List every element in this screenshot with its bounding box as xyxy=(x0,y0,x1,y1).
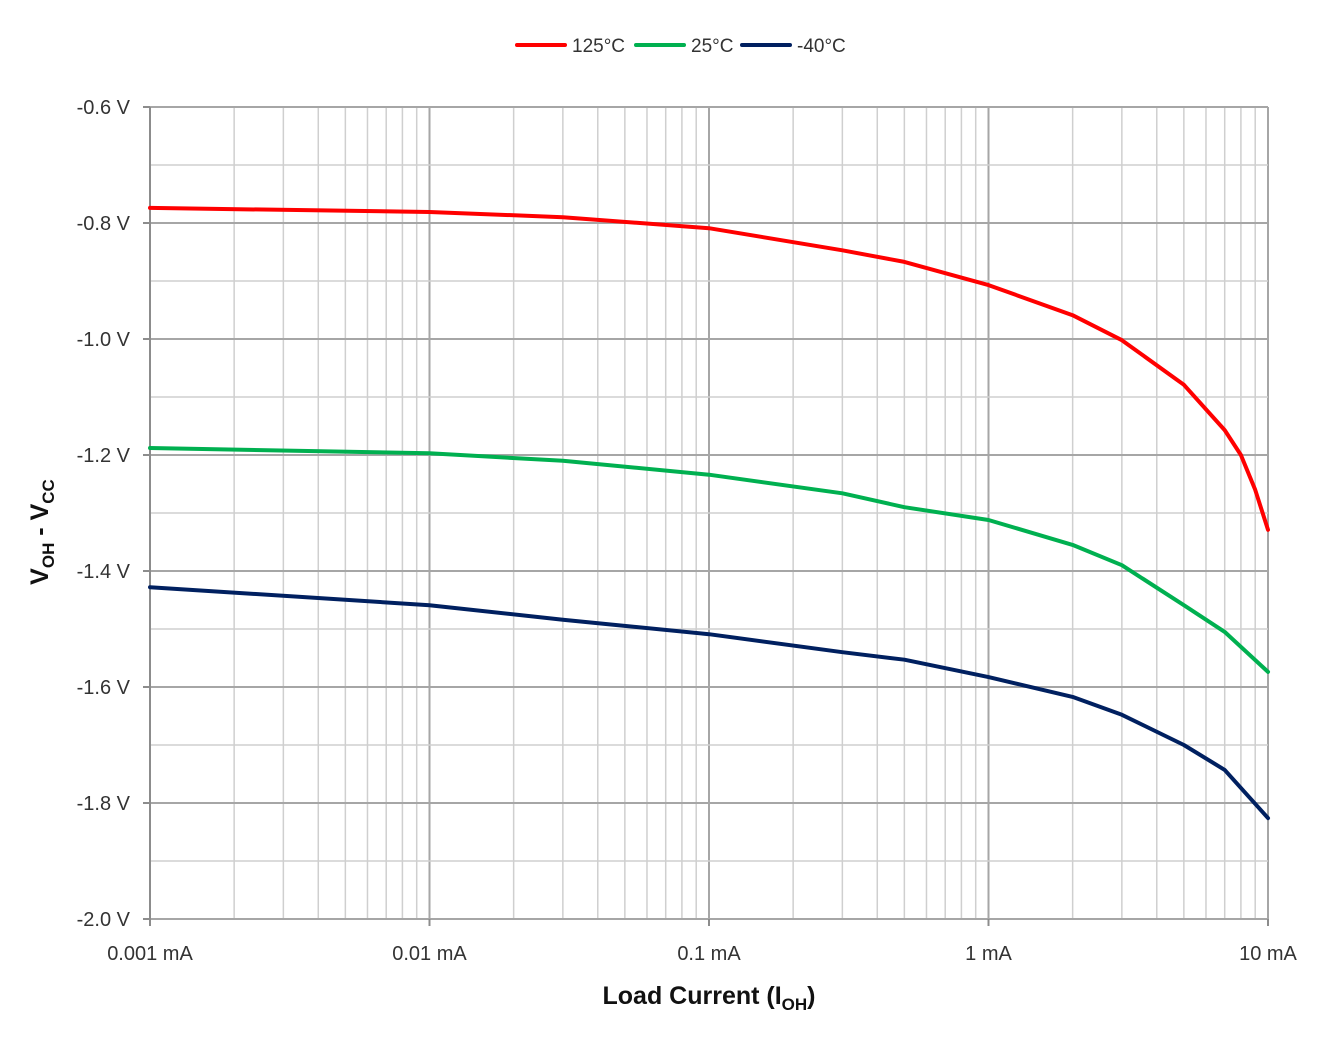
y-tick-label: -0.8 V xyxy=(77,213,131,235)
series-line-125°C xyxy=(148,205,1270,532)
x-tick-label: 0.1 mA xyxy=(677,943,741,965)
x-tick-label: 0.001 mA xyxy=(107,943,193,965)
series-lines xyxy=(148,205,1270,821)
x-axis-label: Load Current (IOH) xyxy=(603,982,816,1014)
y-axis-label: VOH - VCC xyxy=(26,479,58,585)
grid xyxy=(143,106,1269,926)
y-tick-label: -1.4 V xyxy=(77,561,131,583)
y-tick-label: -1.6 V xyxy=(77,677,131,699)
legend-label: -40°C xyxy=(797,36,846,57)
x-tick-label: 1 mA xyxy=(965,943,1012,965)
legend-label: 125°C xyxy=(572,36,625,57)
series-line-25°C xyxy=(148,446,1270,674)
y-tick-label: -0.6 V xyxy=(77,97,131,119)
x-tick-label: 10 mA xyxy=(1239,943,1297,965)
y-tick-label: -1.2 V xyxy=(77,445,131,467)
series-line--40°C xyxy=(148,585,1270,821)
y-tick-labels: -0.6 V -0.8 V -1.0 V -1.2 V -1.4 V -1.6 V -1.8… xyxy=(77,97,131,931)
x-tick-label: 0.01 mA xyxy=(392,943,467,965)
y-tick-label: -1.8 V xyxy=(77,793,131,815)
y-tick-label: -2.0 V xyxy=(77,909,131,931)
legend: 125°C 25°C -40°C xyxy=(515,36,846,57)
x-tick-labels: 0.001 mA 0.01 mA 0.1 mA 1 mA 10 mA xyxy=(107,943,1297,965)
legend-label: 25°C xyxy=(691,36,733,57)
y-tick-label: -1.0 V xyxy=(77,329,131,351)
